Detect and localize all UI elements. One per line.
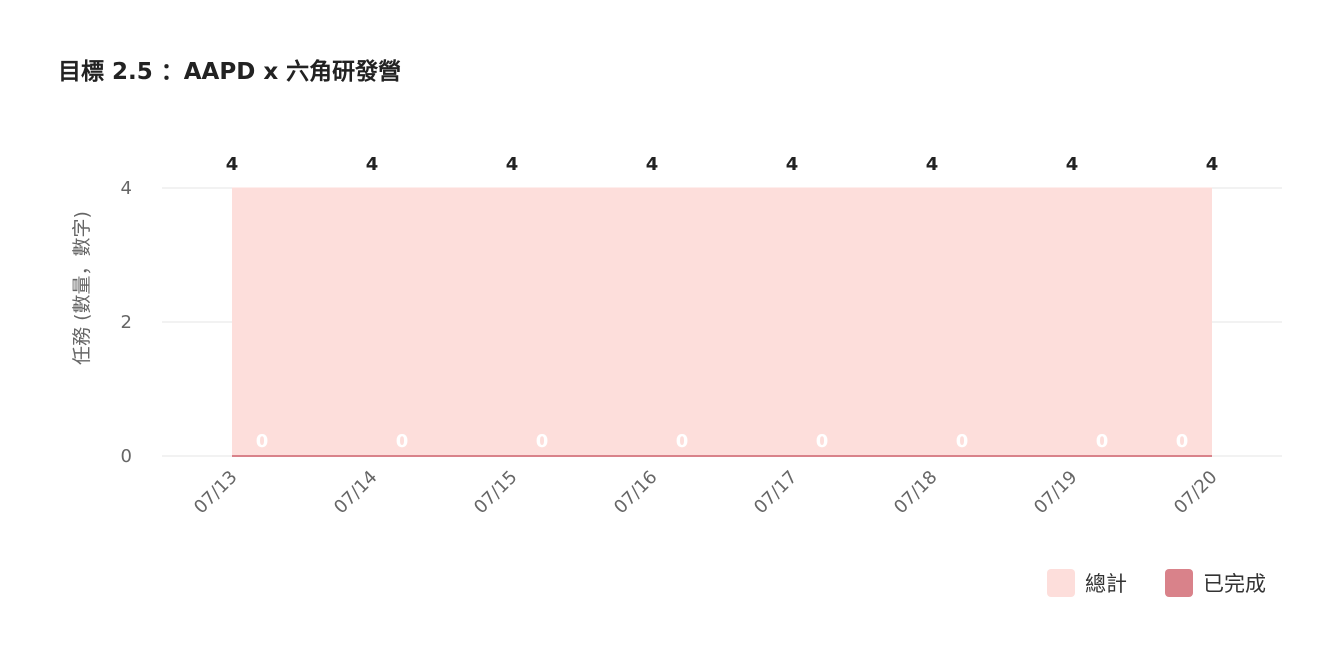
x-tick-label: 07/19 — [1030, 467, 1082, 519]
x-tick-label: 07/15 — [470, 467, 522, 519]
legend-item-total[interactable]: 總計 — [1047, 568, 1127, 598]
y-tick-label: 4 — [121, 178, 132, 199]
x-tick-label: 07/18 — [890, 467, 942, 519]
y-tick-label: 0 — [121, 446, 132, 467]
data-label-total: 4 — [226, 154, 239, 175]
data-label-completed: 0 — [536, 431, 549, 452]
data-label-completed: 0 — [256, 431, 269, 452]
data-label-completed: 0 — [676, 431, 689, 452]
data-label-total: 4 — [1206, 154, 1219, 175]
data-label-total: 4 — [506, 154, 519, 175]
y-tick-label: 2 — [121, 312, 132, 333]
data-labels: 4 4 4 4 4 4 4 4 0 0 0 0 0 0 0 0 — [226, 154, 1219, 452]
legend-item-completed[interactable]: 已完成 — [1165, 568, 1266, 598]
data-label-completed: 0 — [816, 431, 829, 452]
legend-label-total: 總計 — [1085, 572, 1127, 596]
data-label-total: 4 — [646, 154, 659, 175]
x-tick-label: 07/13 — [190, 467, 242, 519]
y-axis-ticks: 0 2 4 — [121, 178, 132, 467]
data-label-completed: 0 — [1096, 431, 1109, 452]
data-label-completed: 0 — [1176, 431, 1189, 452]
series-area-0 — [232, 188, 1212, 456]
x-axis-ticks: 07/13 07/14 07/15 07/16 07/17 07/18 07/19 07/20 — [190, 467, 1222, 519]
x-tick-label: 07/14 — [330, 467, 382, 519]
legend: 總計 已完成 — [1047, 568, 1266, 598]
data-label-completed: 0 — [956, 431, 969, 452]
data-label-completed: 0 — [396, 431, 409, 452]
data-label-total: 4 — [786, 154, 799, 175]
series-areas — [232, 187, 1212, 457]
data-label-total: 4 — [926, 154, 939, 175]
legend-label-completed: 已完成 — [1203, 572, 1266, 596]
page-title: 目標 2.5 ：AAPD x 六角研發營 — [58, 59, 402, 85]
x-tick-label: 07/16 — [610, 467, 662, 519]
x-tick-label: 07/17 — [750, 467, 802, 519]
data-label-total: 4 — [1066, 154, 1079, 175]
y-axis-label: 任務 (數量，數字) — [71, 211, 93, 365]
data-label-total: 4 — [366, 154, 379, 175]
legend-swatch-total — [1047, 569, 1075, 597]
legend-swatch-completed — [1165, 569, 1193, 597]
x-tick-label: 07/20 — [1170, 467, 1222, 519]
